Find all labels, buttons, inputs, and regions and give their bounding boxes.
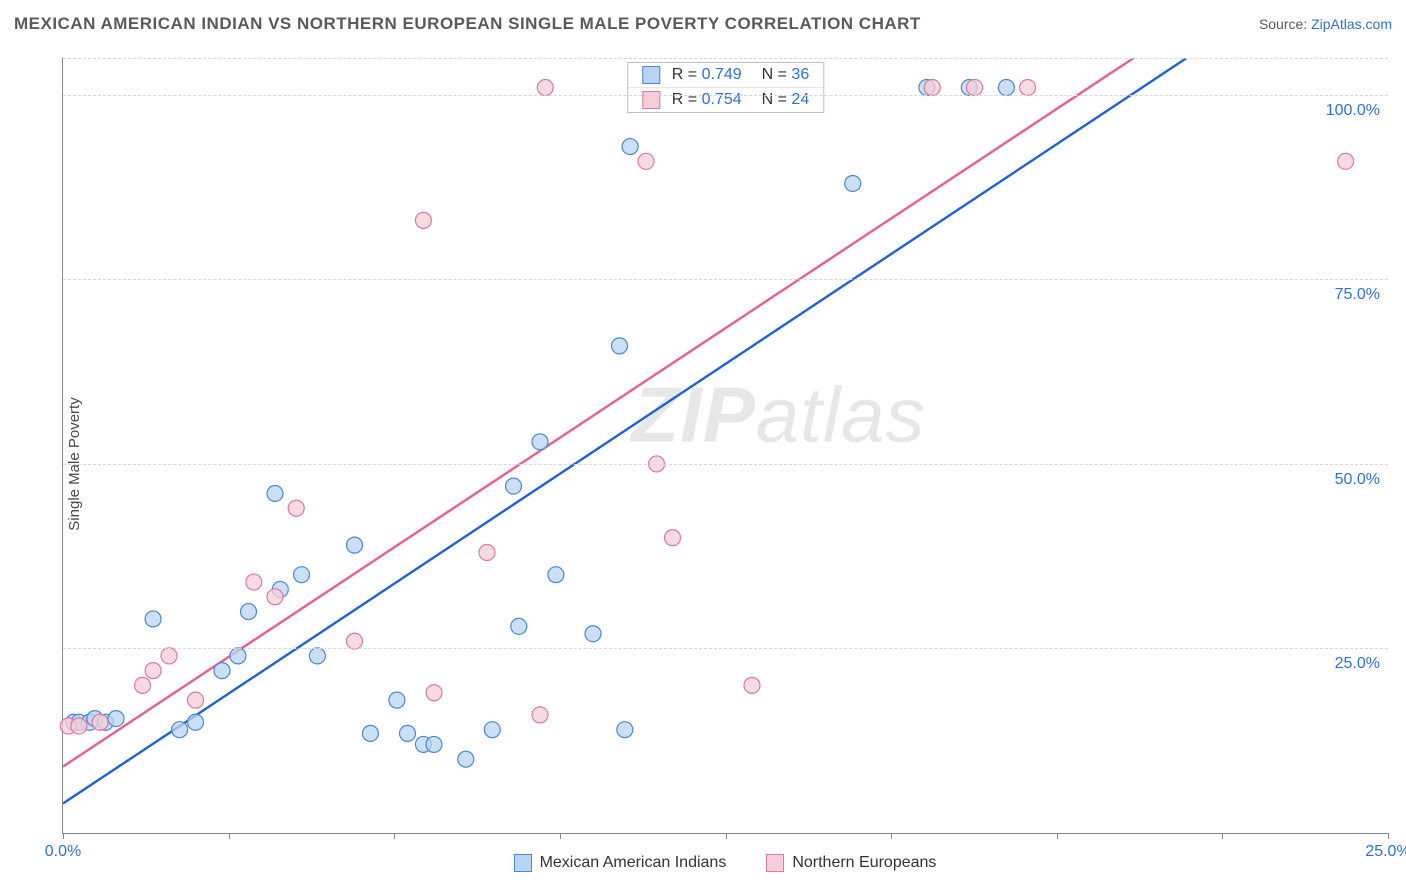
x-tick bbox=[394, 833, 395, 839]
data-point bbox=[622, 139, 638, 155]
data-point bbox=[145, 611, 161, 627]
legend-label: Mexican American Indians bbox=[540, 854, 727, 872]
data-point bbox=[585, 626, 601, 642]
gridline bbox=[63, 464, 1388, 465]
r-label: R = 0.754 bbox=[672, 91, 742, 109]
data-point bbox=[511, 618, 527, 634]
data-point bbox=[135, 677, 151, 693]
y-tick-label: 75.0% bbox=[1335, 286, 1380, 304]
gridline bbox=[63, 648, 1388, 649]
data-point bbox=[347, 537, 363, 553]
data-point bbox=[188, 714, 204, 730]
data-point bbox=[845, 175, 861, 191]
x-tick bbox=[1057, 833, 1058, 839]
data-point bbox=[1020, 80, 1036, 96]
data-point bbox=[612, 338, 628, 354]
legend-swatch bbox=[642, 66, 660, 84]
data-point bbox=[188, 692, 204, 708]
x-tick bbox=[63, 833, 64, 839]
data-point bbox=[71, 718, 87, 734]
legend-label: Northern Europeans bbox=[792, 854, 936, 872]
x-tick bbox=[1388, 833, 1389, 839]
y-tick-label: 100.0% bbox=[1326, 102, 1380, 120]
legend-swatch bbox=[642, 91, 660, 109]
data-point bbox=[638, 153, 654, 169]
data-point bbox=[548, 567, 564, 583]
stats-legend: R = 0.749 N = 36 R = 0.754 N = 24 bbox=[627, 62, 824, 113]
x-tick bbox=[726, 833, 727, 839]
x-tick bbox=[1222, 833, 1223, 839]
x-tick bbox=[891, 833, 892, 839]
data-point bbox=[967, 80, 983, 96]
legend-swatch bbox=[514, 854, 532, 872]
chart-title: MEXICAN AMERICAN INDIAN VS NORTHERN EURO… bbox=[14, 14, 921, 34]
data-point bbox=[484, 722, 500, 738]
data-point bbox=[145, 663, 161, 679]
data-point bbox=[267, 485, 283, 501]
data-point bbox=[665, 530, 681, 546]
y-tick-label: 50.0% bbox=[1335, 471, 1380, 489]
x-tick bbox=[229, 833, 230, 839]
data-point bbox=[288, 500, 304, 516]
n-label: N = 36 bbox=[762, 66, 810, 84]
chart-header: MEXICAN AMERICAN INDIAN VS NORTHERN EURO… bbox=[14, 14, 1392, 34]
data-point bbox=[294, 567, 310, 583]
chart-svg bbox=[63, 58, 1388, 833]
data-point bbox=[532, 707, 548, 723]
data-point bbox=[537, 80, 553, 96]
r-label: R = 0.749 bbox=[672, 66, 742, 84]
data-point bbox=[347, 633, 363, 649]
legend-item: Mexican American Indians bbox=[514, 854, 727, 872]
x-tick bbox=[560, 833, 561, 839]
data-point bbox=[998, 80, 1014, 96]
trend-line bbox=[63, 58, 1187, 803]
data-point bbox=[172, 722, 188, 738]
data-point bbox=[214, 663, 230, 679]
data-point bbox=[362, 725, 378, 741]
gridline bbox=[63, 279, 1388, 280]
data-point bbox=[415, 212, 431, 228]
data-point bbox=[532, 434, 548, 450]
data-point bbox=[267, 589, 283, 605]
data-point bbox=[617, 722, 633, 738]
source-prefix: Source: bbox=[1259, 16, 1311, 32]
stats-legend-row: R = 0.749 N = 36 bbox=[628, 63, 823, 87]
data-point bbox=[1338, 153, 1354, 169]
gridline bbox=[63, 95, 1388, 96]
data-point bbox=[458, 751, 474, 767]
series-legend: Mexican American Indians Northern Europea… bbox=[62, 854, 1388, 872]
chart-source: Source: ZipAtlas.com bbox=[1259, 16, 1392, 32]
data-point bbox=[241, 604, 257, 620]
legend-item: Northern Europeans bbox=[766, 854, 936, 872]
trend-line bbox=[63, 58, 1134, 767]
data-point bbox=[92, 714, 108, 730]
scatter-plot: ZIPatlas R = 0.749N = 36R = 0.754N = 24 … bbox=[62, 58, 1388, 834]
data-point bbox=[161, 648, 177, 664]
data-point bbox=[506, 478, 522, 494]
data-point bbox=[479, 545, 495, 561]
data-point bbox=[309, 648, 325, 664]
gridline bbox=[63, 58, 1388, 59]
plot-container: Single Male Poverty ZIPatlas R = 0.749N … bbox=[14, 50, 1392, 878]
stats-legend-row: R = 0.754 N = 24 bbox=[628, 87, 823, 112]
y-tick-label: 25.0% bbox=[1335, 655, 1380, 673]
data-point bbox=[924, 80, 940, 96]
n-label: N = 24 bbox=[762, 91, 810, 109]
legend-swatch bbox=[766, 854, 784, 872]
data-point bbox=[246, 574, 262, 590]
data-point bbox=[389, 692, 405, 708]
data-point bbox=[426, 736, 442, 752]
source-link[interactable]: ZipAtlas.com bbox=[1311, 16, 1392, 32]
data-point bbox=[744, 677, 760, 693]
data-point bbox=[230, 648, 246, 664]
data-point bbox=[108, 711, 124, 727]
data-point bbox=[426, 685, 442, 701]
data-point bbox=[400, 725, 416, 741]
